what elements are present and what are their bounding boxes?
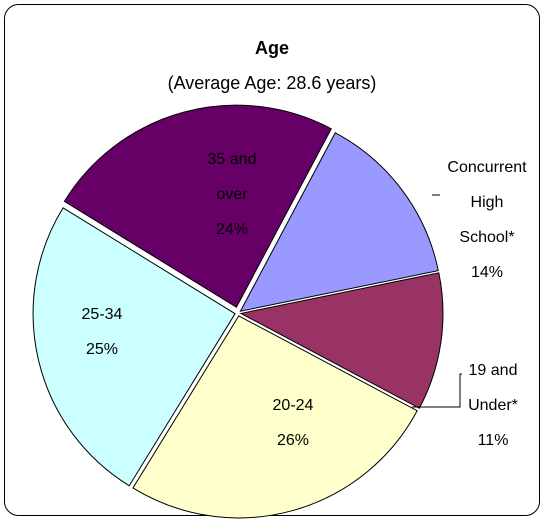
pie-slice [32,207,236,487]
slice-value-label: 14% [471,264,503,281]
slice-label-line: Concurrent [447,159,527,176]
slice-label: 19 and Under* [468,362,518,414]
slice-label-line: Under* [468,397,518,414]
chart-subtitle: (Average Age: 28.6 years) [168,73,377,93]
slice-label: 25-34 [82,306,123,323]
slice-label: Concurrent High School* [447,159,527,246]
slice-label-line: over [216,186,248,203]
slice-label: 35 and over [208,151,257,203]
slice-label-line: School* [459,229,514,246]
pie [32,104,444,519]
slice-label-line: 20-24 [273,397,314,414]
slice-label-line: 25-34 [82,306,123,323]
pie-slice [239,132,439,312]
pie-slice [132,315,418,519]
slice-value-label: 11% [478,432,509,449]
slice-value-label: 26% [277,432,309,449]
slice-label: 20-24 [273,397,314,414]
slice-value-label: 24% [216,221,248,238]
chart-title: Age [255,38,289,58]
slice-value-label: 25% [86,341,118,358]
slice-label-line: 35 and [208,151,257,168]
slice-label-line: 19 and [469,362,518,379]
pie-slice [63,104,332,308]
slice-label-line: High [471,194,504,211]
leader-line [412,373,462,408]
pie-slice [239,272,444,409]
